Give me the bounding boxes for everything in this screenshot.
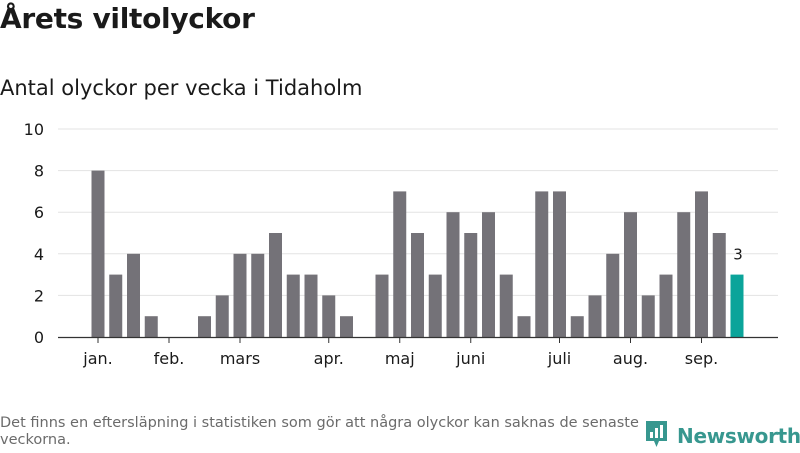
bar	[482, 212, 495, 337]
y-tick-label: 4	[34, 245, 44, 264]
bar	[499, 274, 513, 337]
data-label: 3	[733, 246, 743, 264]
bar	[269, 233, 282, 337]
bar	[251, 253, 265, 337]
bar	[411, 233, 424, 337]
bar	[91, 170, 105, 337]
brand-logo: Newsworthy	[644, 419, 800, 453]
newsworthy-logo-icon	[644, 419, 669, 453]
bar	[286, 274, 300, 337]
bar	[677, 212, 691, 337]
bar	[109, 274, 123, 337]
bar	[553, 191, 566, 337]
bar	[198, 316, 211, 337]
bar	[393, 191, 407, 337]
y-tick-label: 8	[34, 162, 44, 181]
labels: 0 2 4 6 8 10 3 jan. feb. mars apr. maj juni juli aug. s…	[24, 120, 743, 368]
bar	[517, 316, 531, 337]
bar	[535, 191, 549, 337]
grid-lines	[58, 128, 778, 296]
bar	[446, 212, 460, 337]
bar	[375, 274, 389, 337]
bars	[91, 170, 744, 337]
bar	[322, 295, 336, 337]
bar	[659, 274, 673, 337]
x-tick-label: juni	[455, 349, 485, 368]
y-tick-label: 2	[34, 286, 44, 305]
bar	[588, 295, 602, 337]
bar	[233, 253, 247, 337]
bar	[606, 253, 620, 337]
x-tick-label: mars	[220, 349, 260, 368]
y-tick-label: 6	[34, 203, 44, 222]
x-tick-label: aug.	[613, 349, 648, 368]
bar	[641, 295, 655, 337]
y-tick-label: 0	[34, 328, 44, 347]
x-tick-label: juli	[547, 349, 571, 368]
x-tick-label: maj	[385, 349, 415, 368]
bar	[215, 295, 229, 337]
bar	[428, 274, 442, 337]
brand-name: Newsworthy	[677, 424, 800, 448]
footnote: Det finns en eftersläpning i statistiken…	[0, 415, 639, 448]
chart-title: Årets viltolyckor	[0, 2, 255, 35]
x-tick-label: apr.	[314, 349, 344, 368]
bar	[695, 191, 708, 337]
x-tick-label: feb.	[154, 349, 185, 368]
y-tick-label: 10	[24, 120, 44, 139]
bar	[712, 233, 726, 337]
bar-chart: 0 2 4 6 8 10 3 jan. feb. mars apr. maj juni juli aug. s…	[24, 120, 778, 368]
bar-highlight	[730, 274, 744, 337]
x-tick-label: sep.	[685, 349, 718, 368]
bar	[340, 316, 353, 337]
bar	[570, 316, 584, 337]
bar	[144, 316, 158, 337]
bar	[304, 274, 318, 337]
chart-subtitle: Antal olyckor per vecka i Tidaholm	[0, 76, 363, 100]
axes	[58, 336, 778, 343]
bar	[127, 253, 140, 337]
bar	[464, 233, 478, 337]
bar	[624, 212, 637, 337]
x-tick-label: jan.	[82, 349, 112, 368]
